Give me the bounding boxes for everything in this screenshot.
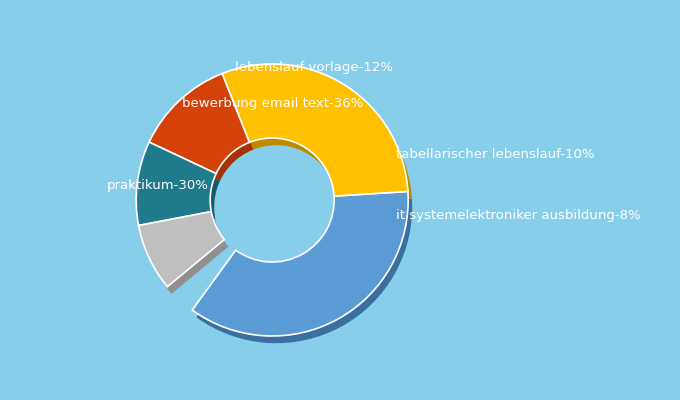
- Wedge shape: [149, 74, 250, 174]
- Wedge shape: [197, 199, 412, 343]
- Text: praktikum-30%: praktikum-30%: [107, 180, 209, 192]
- Text: lebenslauf vorlage-12%: lebenslauf vorlage-12%: [235, 62, 393, 74]
- Wedge shape: [226, 71, 412, 203]
- Wedge shape: [153, 81, 254, 181]
- Wedge shape: [192, 192, 408, 336]
- Wedge shape: [140, 149, 220, 233]
- Wedge shape: [222, 64, 408, 196]
- Wedge shape: [136, 142, 216, 226]
- Wedge shape: [143, 219, 228, 294]
- Wedge shape: [139, 212, 224, 287]
- Text: tabellarischer lebenslauf-10%: tabellarischer lebenslauf-10%: [396, 148, 595, 160]
- Text: bewerbung email text-36%: bewerbung email text-36%: [182, 98, 363, 110]
- Text: it systemelektroniker ausbildung-8%: it systemelektroniker ausbildung-8%: [396, 210, 641, 222]
